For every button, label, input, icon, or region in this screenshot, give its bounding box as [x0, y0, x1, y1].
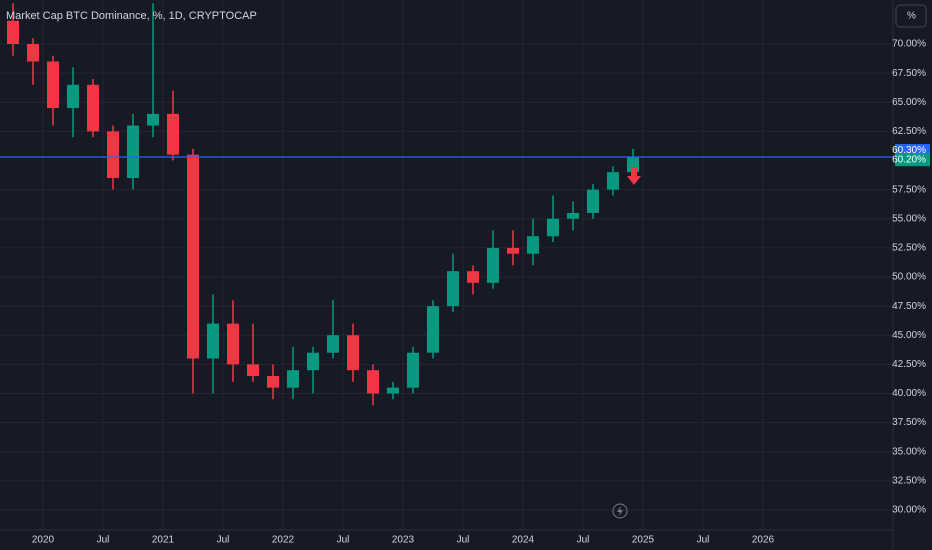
candle-body — [467, 271, 479, 283]
x-tick-label: 2020 — [32, 535, 55, 546]
candle-body — [507, 247, 519, 254]
candle-body — [167, 113, 179, 155]
candle-body — [447, 271, 459, 307]
y-tick-label: 40.00% — [892, 388, 926, 399]
x-tick-label: 2021 — [152, 535, 175, 546]
candle-body — [547, 218, 559, 237]
candles — [7, 3, 639, 406]
y-tick-label: 52.50% — [892, 243, 926, 254]
candle-body — [267, 376, 279, 388]
chart-title: Market Cap BTC Dominance, %, 1D, CRYPTOC… — [6, 10, 257, 22]
candle-body — [587, 189, 599, 213]
candle-body — [407, 352, 419, 388]
y-tick-label: 47.50% — [892, 301, 926, 312]
y-tick-label: 45.00% — [892, 330, 926, 341]
candle-body — [487, 247, 499, 283]
candle-body — [427, 306, 439, 353]
x-tick-label: Jul — [337, 535, 350, 546]
y-tick-label: 62.50% — [892, 126, 926, 137]
candle-body — [187, 154, 199, 359]
candle-body — [367, 370, 379, 394]
candle-body — [307, 352, 319, 371]
y-tick-label: 37.50% — [892, 417, 926, 428]
x-tick-label: 2023 — [392, 535, 415, 546]
grid — [0, 0, 893, 530]
scale-button-label[interactable]: % — [907, 11, 916, 22]
x-tick-label: 2024 — [512, 535, 535, 546]
y-tick-label: 42.50% — [892, 359, 926, 370]
candle-body — [347, 335, 359, 371]
x-tick-label: Jul — [97, 535, 110, 546]
lightning-icon — [612, 503, 628, 519]
y-tick-label: 65.00% — [892, 97, 926, 108]
candle-body — [27, 44, 39, 62]
y-tick-label: 55.00% — [892, 213, 926, 224]
x-tick-label: Jul — [217, 535, 230, 546]
sell-arrow — [627, 167, 641, 185]
x-tick-label: Jul — [577, 535, 590, 546]
candle-body — [327, 335, 339, 353]
y-tick-label: 35.00% — [892, 446, 926, 457]
candle-body — [107, 131, 119, 178]
candle-body — [247, 364, 259, 377]
candle-body — [67, 84, 79, 109]
y-tick-label: 50.00% — [892, 272, 926, 283]
scale-button[interactable] — [895, 4, 927, 28]
candle-body — [227, 323, 239, 365]
x-tick-label: 2022 — [272, 535, 295, 546]
candle-body — [607, 172, 619, 190]
candle-body — [387, 387, 399, 394]
candle-body — [207, 323, 219, 359]
x-tick-label: Jul — [457, 535, 470, 546]
x-tick-label: Jul — [697, 535, 710, 546]
last-price-label: 60.20% — [892, 154, 926, 165]
candle-body — [527, 236, 539, 254]
y-tick-label: 32.50% — [892, 475, 926, 486]
y-tick-label: 57.50% — [892, 184, 926, 195]
y-tick-label: 30.00% — [892, 505, 926, 516]
y-tick-label: 70.00% — [892, 39, 926, 50]
candle-body — [87, 84, 99, 132]
x-tick-label: 2025 — [632, 535, 655, 546]
last-price-bg — [895, 153, 930, 167]
candle-body — [7, 20, 19, 45]
candle-body — [147, 113, 159, 126]
x-tick-label: 2026 — [752, 535, 775, 546]
candle-body — [47, 61, 59, 109]
price-label: 60.30% — [892, 145, 926, 156]
y-tick-label: 67.50% — [892, 68, 926, 79]
candle-body — [127, 125, 139, 178]
candle-body — [567, 212, 579, 219]
candle-body — [287, 370, 299, 388]
